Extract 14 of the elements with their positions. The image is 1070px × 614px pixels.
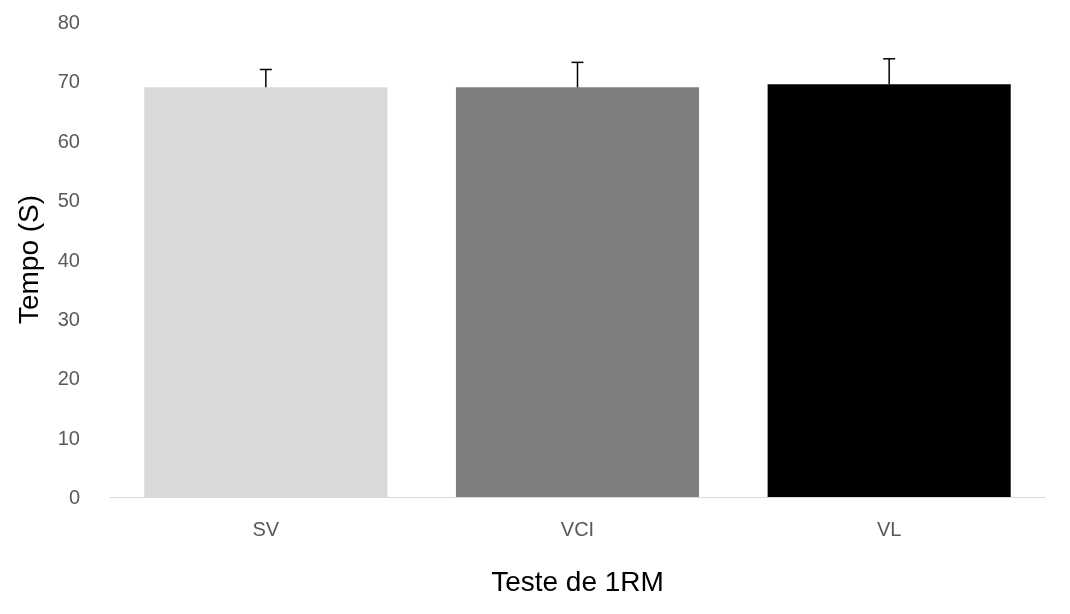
y-tick-label: 0 [68, 486, 80, 508]
x-axis-title: Teste de 1RM [491, 565, 664, 597]
y-tick-label: 60 [57, 129, 80, 152]
y-tick-label: 70 [57, 70, 80, 93]
x-tick-label: VCI [560, 518, 595, 540]
y-tick-label: 20 [57, 367, 80, 390]
y-axis-title: Tempo (S) [12, 194, 44, 325]
y-tick-label: 50 [57, 189, 80, 212]
y-tick-label: 40 [57, 248, 80, 271]
y-tick-label: 30 [57, 307, 80, 330]
y-tick-label: 80 [57, 11, 80, 33]
x-tick-label: SV [252, 518, 280, 540]
x-tick-label: VL [876, 518, 902, 540]
y-tick-label: 10 [57, 426, 80, 449]
